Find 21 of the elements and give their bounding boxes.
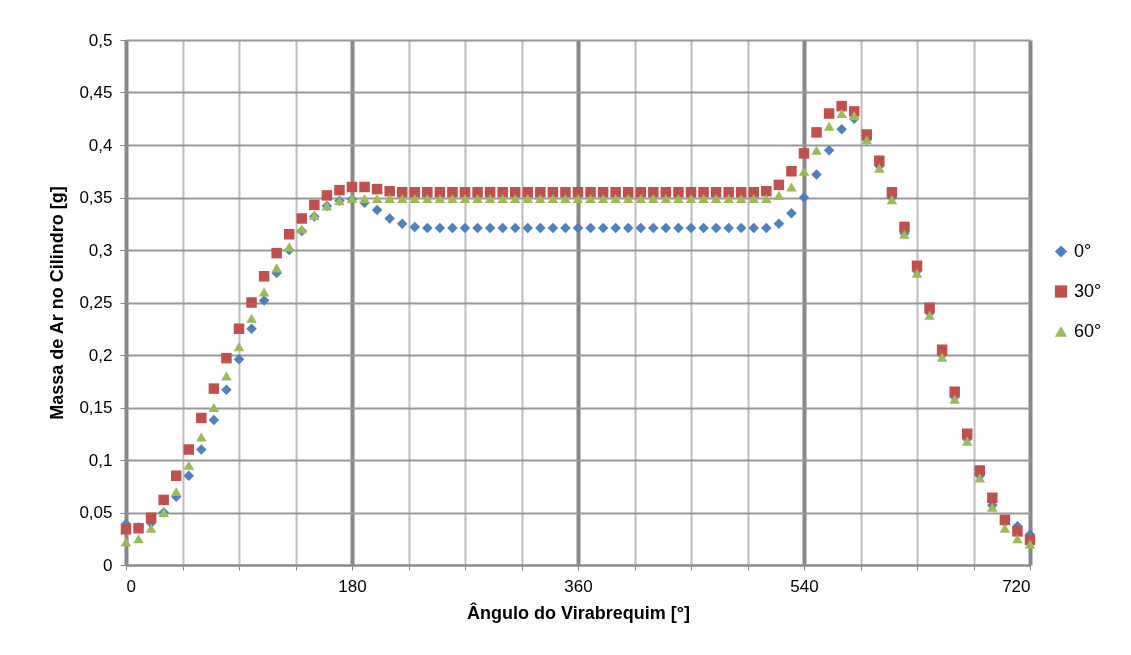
x-tick-label: 180 [338, 576, 367, 596]
y-tick-label: 0 [103, 555, 113, 575]
y-tick-label: 0,05 [79, 503, 113, 522]
y-tick-label: 0,35 [79, 188, 113, 207]
x-tick-label: 540 [790, 576, 819, 596]
y-tick-label: 0,2 [88, 345, 113, 365]
y-tick-label: 0,5 [88, 30, 113, 50]
x-tick-label: 0 [126, 576, 136, 596]
y-tick-label: 0,25 [79, 293, 113, 312]
legend-label: 30° [1074, 280, 1102, 301]
y-tick-label: 0,1 [88, 450, 113, 470]
y-tick-label: 0,3 [88, 240, 113, 260]
x-tick-label: 360 [564, 576, 593, 596]
legend-label: 60° [1074, 320, 1102, 341]
x-tick-label: 720 [1002, 576, 1031, 596]
y-axis-title: Massa de Ar no Cilindro [g] [47, 186, 68, 420]
legend-label: 0° [1074, 240, 1092, 261]
y-tick-label: 0,4 [88, 135, 113, 155]
y-tick-label: 0,45 [79, 83, 113, 102]
y-tick-label: 0,15 [79, 398, 113, 417]
x-axis-title: Ângulo do Virabrequim [°] [467, 601, 690, 623]
